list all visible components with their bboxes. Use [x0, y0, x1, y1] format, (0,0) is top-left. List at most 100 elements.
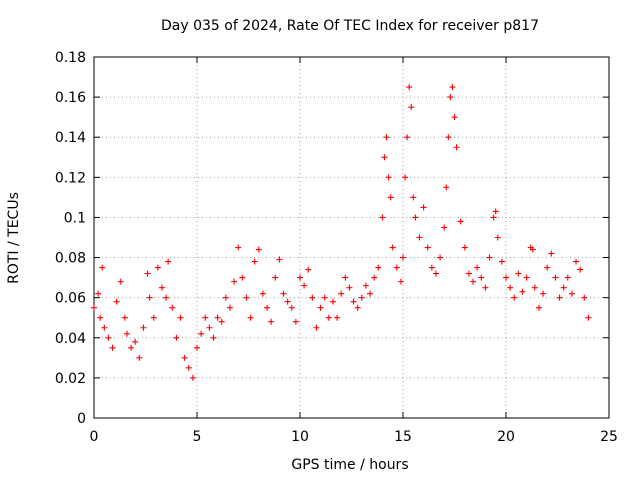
- data-point: [544, 264, 551, 271]
- data-point: [451, 114, 458, 121]
- data-point: [329, 298, 336, 305]
- data-point: [461, 244, 468, 251]
- data-point: [259, 290, 266, 297]
- grid-lines: [94, 57, 609, 418]
- data-point: [226, 304, 233, 311]
- data-point: [346, 284, 353, 291]
- data-point: [214, 314, 221, 321]
- data-point: [334, 314, 341, 321]
- data-point: [350, 298, 357, 305]
- data-point: [99, 264, 106, 271]
- data-point: [379, 214, 386, 221]
- data-point: [239, 274, 246, 281]
- data-point: [354, 304, 361, 311]
- data-point: [389, 244, 396, 251]
- data-point: [383, 134, 390, 141]
- data-point: [325, 314, 332, 321]
- data-point: [410, 194, 417, 201]
- data-point: [470, 278, 477, 285]
- y-tick-label: 0.18: [55, 50, 86, 66]
- data-point: [210, 334, 217, 341]
- data-point: [128, 344, 135, 351]
- data-point: [313, 324, 320, 331]
- data-point: [568, 290, 575, 297]
- data-point: [387, 194, 394, 201]
- plot-frame: [93, 56, 610, 419]
- data-point: [412, 214, 419, 221]
- y-tick-label: 0.08: [55, 251, 86, 267]
- data-point: [144, 270, 151, 277]
- y-tick-label: 0.14: [55, 130, 86, 146]
- data-point: [529, 246, 536, 253]
- data-point: [486, 254, 493, 261]
- data-point: [276, 256, 283, 263]
- data-point: [371, 274, 378, 281]
- data-point: [441, 224, 448, 231]
- data-point: [573, 258, 580, 265]
- data-point: [585, 314, 592, 321]
- data-point: [140, 324, 147, 331]
- data-point: [416, 234, 423, 241]
- data-point: [358, 294, 365, 301]
- data-point: [321, 294, 328, 301]
- data-point: [288, 304, 295, 311]
- data-point: [117, 278, 124, 285]
- data-point: [445, 134, 452, 141]
- data-point: [163, 294, 170, 301]
- data-point: [169, 304, 176, 311]
- data-point: [457, 218, 464, 225]
- data-point: [408, 104, 415, 111]
- data-point: [393, 264, 400, 271]
- data-point: [564, 274, 571, 281]
- data-point: [150, 314, 157, 321]
- data-point: [305, 266, 312, 273]
- x-tick-label: 20: [497, 429, 515, 445]
- data-point: [428, 264, 435, 271]
- data-point: [404, 134, 411, 141]
- data-point: [367, 290, 374, 297]
- data-point: [385, 174, 392, 181]
- data-point: [447, 94, 454, 101]
- data-point: [198, 330, 205, 337]
- y-axis-label: ROTI / TECUs: [6, 192, 22, 284]
- axis-ticks: 0 5 10 15 20 25 0 0.02 0.04 0.06 0.08 0.1 0.12 0.14 0.…: [55, 50, 618, 445]
- data-point: [101, 324, 108, 331]
- data-point: [136, 354, 143, 361]
- data-point: [474, 264, 481, 271]
- data-point: [123, 330, 130, 337]
- x-tick-label: 0: [90, 429, 99, 445]
- data-point: [284, 298, 291, 305]
- data-point: [560, 284, 567, 291]
- data-point: [519, 288, 526, 295]
- data-point: [397, 278, 404, 285]
- data-point: [97, 314, 104, 321]
- data-point: [264, 304, 271, 311]
- data-point: [540, 290, 547, 297]
- data-point: [243, 294, 250, 301]
- data-point: [218, 318, 225, 325]
- y-tick-label: 0.1: [64, 210, 86, 226]
- data-point: [465, 270, 472, 277]
- data-point: [113, 298, 120, 305]
- data-point: [482, 284, 489, 291]
- data-point: [552, 274, 559, 281]
- data-point: [268, 318, 275, 325]
- data-point: [231, 278, 238, 285]
- x-axis-label: GPS time / hours: [291, 457, 409, 473]
- data-point: [185, 364, 192, 371]
- data-point: [280, 290, 287, 297]
- data-point: [375, 264, 382, 271]
- y-tick-label: 0.06: [55, 291, 86, 307]
- data-point: [511, 294, 518, 301]
- data-point: [132, 338, 139, 345]
- data-point: [272, 274, 279, 281]
- data-point: [548, 250, 555, 257]
- data-point: [523, 274, 530, 281]
- data-point: [443, 184, 450, 191]
- data-point: [490, 214, 497, 221]
- data-point: [189, 374, 196, 381]
- data-point: [342, 274, 349, 281]
- y-tick-label: 0.16: [55, 90, 86, 106]
- y-tick-label: 0: [77, 411, 86, 427]
